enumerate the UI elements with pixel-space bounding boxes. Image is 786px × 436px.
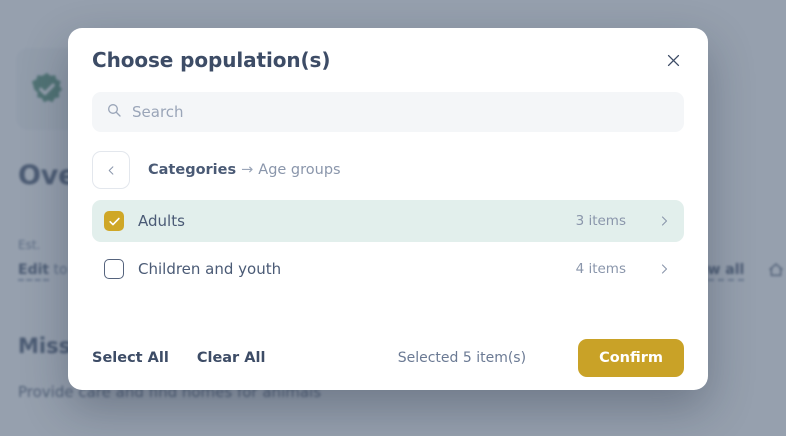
search-icon	[106, 102, 122, 122]
clear-all-button[interactable]: Clear All	[196, 350, 266, 366]
list-item-count: 4 items	[575, 261, 626, 277]
selected-count-label: Selected 5 item(s)	[397, 350, 527, 366]
checkbox-unchecked-icon[interactable]	[104, 259, 124, 279]
population-list: Adults 3 items Children and youth 4 item…	[92, 200, 684, 326]
chevron-left-icon	[106, 161, 117, 180]
dialog-title: Choose population(s)	[92, 48, 331, 72]
chevron-right-icon[interactable]	[658, 263, 670, 275]
dialog-footer: Select All Clear All Selected 5 item(s) …	[92, 326, 684, 390]
breadcrumb: Categories → Age groups	[92, 150, 684, 190]
dialog-header: Choose population(s)	[92, 28, 684, 92]
checkbox-checked-icon[interactable]	[104, 211, 124, 231]
list-item[interactable]: Adults 3 items	[92, 200, 684, 242]
back-button[interactable]	[92, 151, 130, 189]
search-field[interactable]	[92, 92, 684, 132]
breadcrumb-current: Age groups	[258, 162, 341, 178]
close-icon[interactable]	[658, 45, 688, 75]
choose-population-dialog: Choose population(s) Categories→Age grou…	[68, 28, 708, 390]
list-item-count: 3 items	[575, 213, 626, 229]
list-item-label: Children and youth	[138, 260, 282, 278]
confirm-button[interactable]: Confirm	[578, 339, 684, 377]
breadcrumb-arrow-icon: →	[241, 162, 254, 178]
breadcrumb-path: Categories → Age groups	[148, 162, 341, 178]
list-item[interactable]: Children and youth 4 items	[92, 248, 684, 290]
breadcrumb-root[interactable]: Categories	[148, 162, 237, 178]
chevron-right-icon[interactable]	[658, 215, 670, 227]
search-input[interactable]	[132, 92, 670, 132]
select-all-button[interactable]: Select All	[92, 350, 169, 366]
list-item-label: Adults	[138, 212, 185, 230]
